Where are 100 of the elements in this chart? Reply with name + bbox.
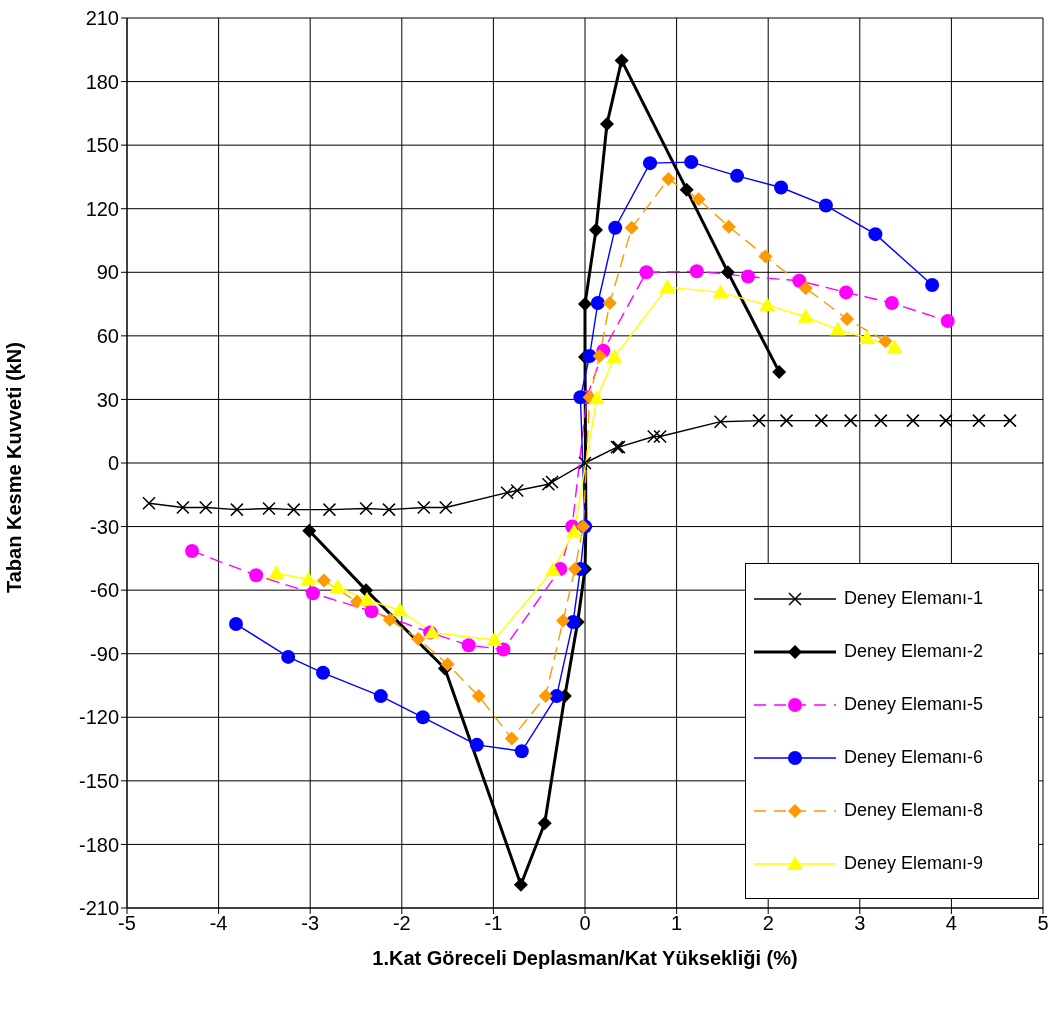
- point: [712, 284, 729, 299]
- point: [878, 334, 893, 349]
- point: [602, 296, 617, 311]
- point: [774, 180, 789, 195]
- x-tick-label: -5: [118, 912, 136, 935]
- point: [322, 502, 337, 517]
- point: [440, 657, 455, 672]
- point: [839, 311, 854, 326]
- y-tick-label: -180: [78, 833, 119, 856]
- point: [653, 429, 667, 444]
- point: [818, 198, 833, 213]
- point: [486, 631, 503, 646]
- point: [556, 613, 571, 628]
- point: [541, 477, 556, 491]
- point: [939, 413, 953, 428]
- point: [588, 390, 605, 405]
- point: [592, 348, 607, 363]
- y-tick-label: 0: [107, 452, 119, 475]
- point: [471, 689, 486, 704]
- point: [300, 571, 317, 586]
- point: [469, 737, 484, 752]
- point: [199, 500, 213, 515]
- y-axis-title: Taban Kesme Kuvveti (kN): [3, 342, 26, 593]
- point: [415, 710, 430, 725]
- y-tick-label: 60: [96, 324, 119, 347]
- point: [772, 364, 787, 379]
- point: [496, 642, 511, 657]
- point: [814, 413, 829, 428]
- y-tick-label: 210: [85, 7, 119, 30]
- point: [659, 279, 676, 294]
- point: [176, 500, 190, 515]
- point: [349, 594, 364, 609]
- point: [513, 877, 528, 892]
- point: [391, 602, 408, 617]
- point: [439, 500, 453, 515]
- point: [1003, 413, 1017, 428]
- point: [829, 321, 846, 336]
- point: [364, 604, 379, 619]
- point: [249, 568, 264, 583]
- point: [305, 586, 320, 601]
- point: [382, 502, 396, 517]
- point: [720, 265, 735, 280]
- point: [721, 219, 736, 234]
- point: [578, 297, 592, 312]
- y-tick-label: 180: [85, 70, 119, 93]
- point: [302, 523, 317, 538]
- point: [504, 731, 519, 746]
- point: [566, 614, 581, 629]
- point: [373, 689, 388, 704]
- point: [599, 116, 614, 131]
- point: [545, 475, 559, 489]
- point: [538, 689, 553, 704]
- point: [614, 53, 629, 68]
- point: [843, 413, 858, 428]
- point: [514, 744, 529, 759]
- point: [689, 264, 704, 279]
- point: [268, 565, 285, 580]
- legend-label: Deney Elemanı-2: [844, 641, 984, 662]
- y-tick-label: -150: [78, 769, 119, 792]
- legend-label: Deney Elemanı-8: [844, 800, 984, 821]
- y-tick-label: -120: [78, 706, 119, 729]
- point: [590, 296, 605, 311]
- point: [679, 182, 694, 197]
- point: [758, 249, 773, 264]
- point: [606, 349, 623, 364]
- point: [229, 617, 243, 632]
- point: [544, 562, 561, 577]
- point: [730, 168, 745, 183]
- x-tick-label: 5: [1037, 912, 1049, 935]
- y-tick-label: -60: [90, 579, 119, 602]
- point: [884, 296, 899, 311]
- point: [839, 285, 854, 300]
- point: [798, 281, 813, 296]
- point: [868, 227, 883, 242]
- point: [286, 502, 301, 517]
- point: [588, 222, 603, 237]
- point: [684, 155, 699, 170]
- point: [316, 573, 331, 588]
- point: [316, 665, 331, 680]
- point: [411, 631, 426, 646]
- point: [566, 523, 583, 538]
- point: [797, 308, 814, 323]
- y-tick-label: 120: [85, 197, 119, 220]
- y-tick-label: 30: [96, 388, 119, 411]
- legend-label: Deney Elemanı-1: [844, 588, 984, 609]
- point: [752, 413, 766, 428]
- x-tick-label: -4: [209, 912, 228, 935]
- point: [759, 297, 776, 312]
- point: [639, 265, 654, 280]
- x-tick-label: -2: [392, 912, 411, 935]
- x-axis-title: 1.Kat Göreceli Deplasman/Kat Yüksekliği (%): [372, 947, 798, 969]
- point: [549, 689, 564, 704]
- x-tick-label: 1: [671, 912, 683, 935]
- point: [359, 501, 373, 516]
- point: [741, 269, 756, 284]
- point: [925, 278, 940, 292]
- x-tick-label: 0: [579, 912, 591, 935]
- point: [906, 413, 920, 428]
- y-tick-label: 150: [85, 134, 119, 157]
- point: [329, 578, 346, 593]
